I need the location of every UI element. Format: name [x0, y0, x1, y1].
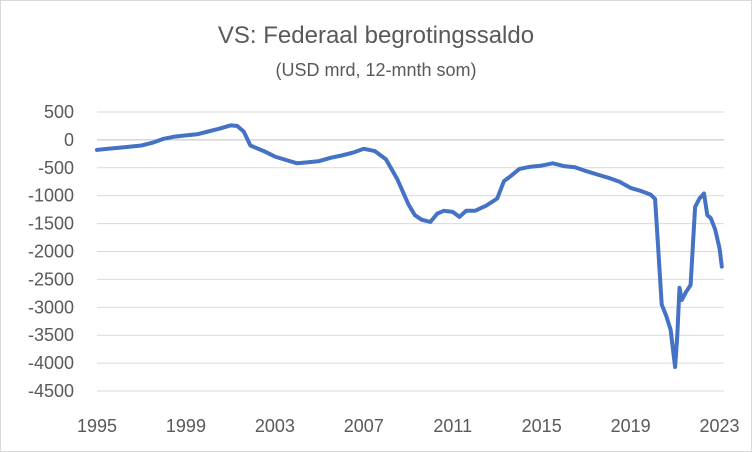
y-tick-label: -500	[38, 158, 74, 178]
y-tick-label: -2000	[28, 242, 74, 262]
chart-title: VS: Federaal begrotingssaldo	[217, 22, 535, 49]
x-tick-label: 2019	[611, 416, 651, 436]
series-layer	[95, 123, 724, 369]
y-tick-label: 500	[44, 102, 74, 122]
y-tick-label: -4000	[28, 353, 74, 373]
x-tick-label: 2011	[433, 416, 472, 436]
y-tick-label: -3500	[28, 325, 74, 345]
y-tick-label: 0	[64, 130, 74, 150]
y-tick-label: -2500	[28, 269, 74, 289]
series-line	[95, 123, 724, 369]
x-axis-tick-labels: 1995 1999 2003 2007 2011 2015 2019 2023	[77, 416, 740, 436]
y-tick-label: -4500	[28, 381, 74, 401]
gridlines	[97, 111, 724, 392]
x-tick-label: 1995	[77, 416, 117, 436]
x-tick-label: 1999	[166, 416, 206, 436]
x-tick-label: 2003	[255, 416, 295, 436]
y-axis-tick-labels: 500 0 -500 -1000 -1500 -2000 -2500 -3000 -3500 -4…	[28, 102, 74, 401]
x-tick-label: 2023	[700, 416, 740, 436]
y-tick-label: -3000	[28, 297, 74, 317]
x-tick-label: 2007	[344, 416, 384, 436]
y-tick-label: -1000	[28, 186, 74, 206]
x-tick-label: 2015	[522, 416, 562, 436]
chart-subtitle: (USD mrd, 12-mnth som)	[275, 60, 477, 80]
y-tick-label: -1500	[28, 214, 74, 234]
